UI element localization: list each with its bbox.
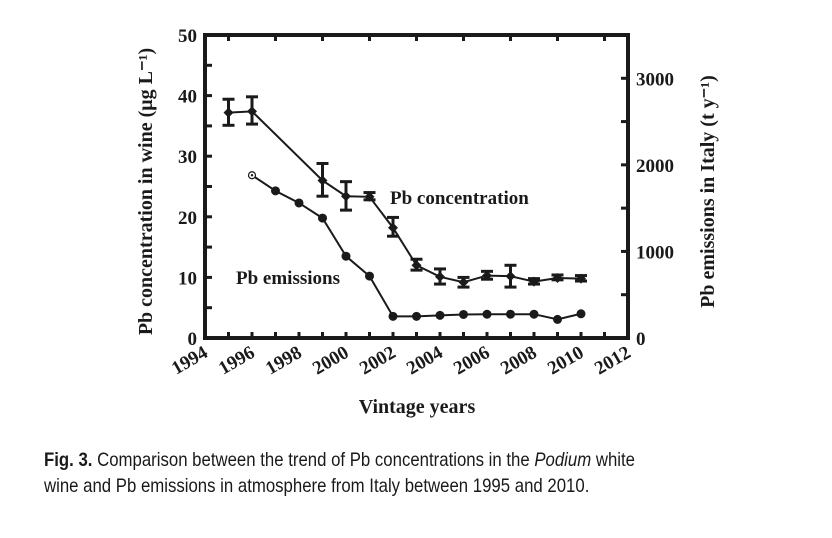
plot-frame bbox=[203, 33, 630, 340]
emissions-point bbox=[576, 309, 586, 319]
series-layer bbox=[222, 95, 587, 324]
y-tick-label-left: 20 bbox=[178, 208, 197, 229]
caption-italic: Podium bbox=[534, 449, 592, 471]
y-tick-label-left: 50 bbox=[178, 26, 197, 47]
concentration-point bbox=[552, 273, 563, 284]
annotation-concentration: Pb concentration bbox=[390, 188, 529, 209]
y-tick-label-left: 30 bbox=[178, 147, 197, 168]
x-tick-label: 2012 bbox=[591, 342, 634, 379]
emissions-point bbox=[529, 309, 539, 319]
concentration-point bbox=[435, 271, 445, 282]
x-axis-title: Vintage years bbox=[359, 396, 476, 418]
y-tick-label-right: 0 bbox=[636, 329, 646, 350]
emissions-point bbox=[294, 198, 304, 208]
caption-text-2: white bbox=[591, 449, 636, 471]
caption-label: Fig. 3. bbox=[44, 449, 93, 471]
y-tick-label-right: 2000 bbox=[636, 156, 674, 177]
x-tick-label: 2010 bbox=[544, 342, 587, 379]
emissions-point bbox=[318, 213, 327, 223]
emissions-point bbox=[412, 311, 421, 321]
emissions-point bbox=[388, 311, 398, 321]
x-tick-label: 1996 bbox=[215, 342, 258, 379]
annotation-emissions: Pb emissions bbox=[236, 268, 340, 289]
concentration-point bbox=[388, 222, 398, 233]
caption-text-1: Comparison between the trend of Pb conce… bbox=[92, 449, 535, 471]
y-tick-label-right: 3000 bbox=[636, 69, 674, 90]
x-tick-label: 2006 bbox=[450, 342, 493, 379]
y-axis-title-right: Pb emissions in Italy (t y⁻¹) bbox=[697, 75, 719, 308]
labels-layer: 1994 1996 1998 2000 2002 2004 2006 2008 2010 2012… bbox=[168, 26, 674, 379]
y-tick-label-left: 40 bbox=[178, 87, 197, 108]
chart: 1994 1996 1998 2000 2002 2004 2006 2008 2010 2012… bbox=[135, 26, 719, 418]
caption-line-2: wine and Pb emissions in atmosphere from… bbox=[44, 475, 590, 497]
x-tick-label: 2000 bbox=[309, 342, 352, 379]
x-tick-label: 1998 bbox=[262, 342, 305, 379]
concentration-point bbox=[458, 277, 469, 288]
emissions-point bbox=[435, 310, 445, 320]
emissions-point bbox=[553, 314, 562, 324]
concentration-point bbox=[317, 175, 328, 186]
emissions-point bbox=[482, 309, 492, 319]
y-tick-label-right: 1000 bbox=[636, 242, 674, 263]
emissions-point bbox=[459, 309, 468, 319]
emissions-point bbox=[341, 251, 351, 261]
emissions-point bbox=[271, 186, 280, 196]
y-tick-label-left: 0 bbox=[188, 329, 198, 350]
y-axis-title-left: Pb concentration in wine (μg L⁻¹) bbox=[135, 48, 157, 335]
concentration-point bbox=[529, 276, 539, 287]
x-tick-label: 2004 bbox=[403, 342, 447, 379]
figure-caption: Fig. 3. Comparison between the trend of … bbox=[44, 447, 715, 499]
y-tick-label-left: 10 bbox=[178, 268, 197, 289]
emissions-point bbox=[365, 271, 374, 281]
concentration-point bbox=[411, 260, 422, 271]
x-tick-label: 2002 bbox=[356, 342, 399, 379]
concentration-point bbox=[223, 107, 234, 118]
concentration-point bbox=[576, 273, 586, 284]
concentration-point bbox=[505, 271, 516, 282]
x-tick-label: 2008 bbox=[497, 342, 540, 379]
concentration-point bbox=[482, 270, 492, 281]
emissions-point bbox=[506, 309, 515, 319]
concentration-point bbox=[341, 191, 351, 202]
concentration-point bbox=[364, 191, 375, 202]
concentration-point bbox=[247, 106, 257, 117]
emissions-point-center bbox=[250, 174, 254, 177]
